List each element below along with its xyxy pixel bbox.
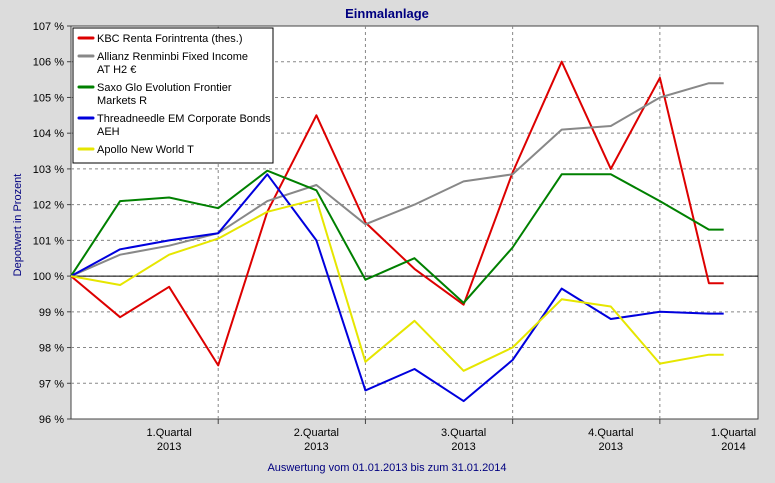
- x-tick-label: 3.Quartal: [441, 427, 486, 439]
- series-line: [70, 82, 724, 278]
- y-tick-label: 100 %: [33, 271, 64, 283]
- x-tick-label: 1.Quartal: [711, 427, 756, 439]
- y-tick-label: 101 %: [33, 235, 64, 247]
- y-tick-label: 103 %: [33, 164, 64, 176]
- series-line: [70, 169, 724, 304]
- y-tick-label: 106 %: [33, 57, 64, 69]
- series-line: [70, 173, 724, 403]
- y-axis-label: Depotwert in Prozent: [12, 174, 24, 277]
- legend-entry-line: AT H2 €: [97, 64, 136, 76]
- legend-entry: Threadneedle EM Corporate Bonds AEH: [97, 113, 271, 138]
- x-tick-label: 2013: [599, 441, 623, 453]
- x-tick-label: 4.Quartal: [588, 427, 633, 439]
- x-tick-label: 2013: [304, 441, 328, 453]
- legend-entry-line: Markets R: [97, 95, 147, 107]
- y-tick-label: 99 %: [39, 307, 64, 319]
- x-tick-label: 2014: [721, 441, 745, 453]
- x-tick-label: 1.Quartal: [147, 427, 192, 439]
- legend-entry: KBC Renta Forintrenta (thes.): [97, 33, 243, 45]
- y-tick-label: 105 %: [33, 92, 64, 104]
- legend: KBC Renta Forintrenta (thes.) Allianz Ren…: [72, 27, 274, 164]
- legend-entry: Apollo New World T: [97, 144, 194, 156]
- series-line: [70, 198, 724, 372]
- x-tick-label: 2013: [157, 441, 181, 453]
- y-tick-label: 107 %: [33, 21, 64, 33]
- axis-layer: 96 % 97 % 98 % 99 % 100 % 101 % 102 % 103 % 104 …: [33, 21, 756, 453]
- legend-entry-line: Saxo Glo Evolution Frontier: [97, 82, 232, 94]
- x-axis-caption: Auswertung vom 01.01.2013 bis zum 31.01.…: [267, 462, 506, 474]
- y-tick-label: 98 %: [39, 343, 64, 355]
- legend-entry: Allianz Renminbi Fixed Income AT H2 €: [97, 51, 248, 76]
- legend-entry: Saxo Glo Evolution Frontier Markets R: [97, 82, 232, 107]
- legend-entry-line: Apollo New World T: [97, 144, 194, 156]
- legend-entry-line: AEH: [97, 126, 120, 138]
- chart-title: Einmalanlage: [345, 6, 429, 21]
- legend-entry-line: Threadneedle EM Corporate Bonds: [97, 113, 271, 125]
- series-layer: [70, 60, 724, 403]
- series-line: [70, 60, 724, 367]
- legend-entry-line: KBC Renta Forintrenta (thes.): [97, 33, 243, 45]
- y-tick-label: 97 %: [39, 378, 64, 390]
- x-tick-label: 2013: [451, 441, 475, 453]
- y-tick-label: 104 %: [33, 128, 64, 140]
- y-tick-label: 96 %: [39, 414, 64, 426]
- legend-box: [72, 27, 274, 164]
- y-tick-label: 102 %: [33, 200, 64, 212]
- x-tick-label: 2.Quartal: [294, 427, 339, 439]
- legend-entry-line: Allianz Renminbi Fixed Income: [97, 51, 248, 63]
